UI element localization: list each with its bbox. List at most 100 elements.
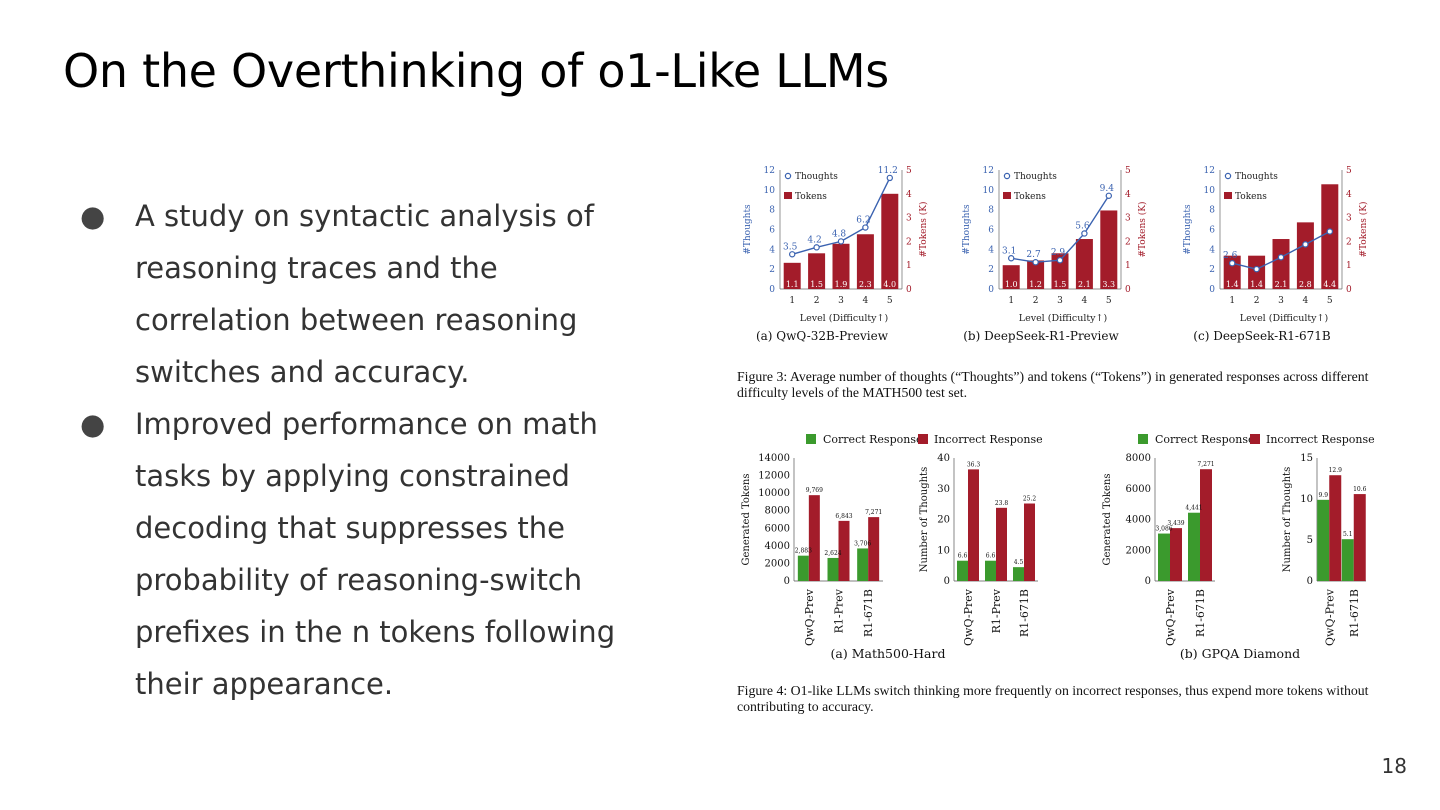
legend-tokens-swatch [1003, 192, 1011, 199]
y-tick-label: 6 [769, 226, 775, 236]
tokens-bar [1100, 210, 1118, 289]
thoughts-point [789, 251, 796, 258]
y2-tick-label: 5 [1125, 166, 1131, 176]
bar-value-label: 2.1 [1078, 280, 1091, 289]
y2-tick-label: 3 [1346, 214, 1352, 224]
y-tick-label: 30 [937, 484, 950, 495]
legend-label: Thoughts [795, 172, 838, 182]
thoughts-point [1302, 241, 1309, 248]
legend-label: Thoughts [1235, 172, 1278, 182]
y-tick-label: 8 [1209, 206, 1215, 216]
y-axis-title: #Thoughts [1183, 204, 1193, 255]
thoughts-point [1081, 230, 1088, 237]
incorrect-bar [1353, 494, 1366, 581]
y-tick-label: 0 [784, 576, 790, 587]
correct-bar [985, 560, 996, 581]
bar-value-label: 7,271 [865, 509, 882, 516]
slide-title: On the Overthinking of o1-Like LLMs [63, 44, 889, 98]
incorrect-bar [808, 495, 820, 581]
y-tick-label: 6 [1209, 226, 1215, 236]
y-tick-label: 2000 [765, 558, 790, 569]
thoughts-point [1105, 192, 1112, 199]
x-tick-label: 1 [1229, 296, 1235, 306]
y2-tick-label: 3 [906, 214, 912, 224]
line-value-label: 2.7 [1026, 250, 1041, 260]
tokens-bar [1051, 253, 1069, 289]
y2-tick-label: 0 [1346, 285, 1352, 295]
bullet-dot-icon: ● [80, 199, 106, 233]
bar-value-label: 1.4 [1250, 280, 1263, 289]
line-value-label: 5.6 [1075, 221, 1090, 231]
y-tick-label: 14000 [758, 453, 790, 464]
bar-value-label: 10.6 [1353, 486, 1367, 493]
line-value-label: 3.1 [1002, 246, 1016, 256]
x-tick-label: 3 [1278, 296, 1284, 306]
incorrect-bar [838, 520, 850, 581]
bar-value-label: 4,441 [1185, 505, 1202, 512]
y-tick-label: 8 [769, 206, 775, 216]
y-tick-label: 10 [764, 186, 776, 196]
bar-value-label: 2.3 [859, 280, 872, 289]
bullet-text: Improved performance on math tasks by ap… [135, 407, 616, 701]
x-tick-label: 3 [838, 296, 844, 306]
x-tick-label: 2 [1254, 296, 1260, 306]
x-tick-label: 4 [1303, 296, 1309, 306]
incorrect-bar [868, 517, 880, 581]
y-tick-label: 10 [983, 186, 995, 196]
y-axis-title: Number of Thoughts [919, 467, 930, 572]
bar-value-label: 4.5 [1014, 559, 1024, 566]
line-value-label: 4.8 [832, 229, 847, 239]
x-tick-label: QwQ-Prev [1164, 588, 1177, 646]
tokens-bar [1272, 239, 1290, 289]
correct-bar [857, 548, 869, 581]
y2-tick-label: 0 [906, 285, 912, 295]
x-tick-label: 3 [1057, 296, 1063, 306]
y-tick-label: 4000 [1126, 515, 1151, 526]
y-axis-title: Generated Tokens [741, 474, 752, 566]
y2-tick-label: 1 [906, 261, 912, 271]
x-tick-label: 1 [1008, 296, 1014, 306]
y-tick-label: 2000 [1126, 545, 1151, 556]
correct-bar [797, 555, 809, 581]
legend-correct-swatch [1138, 434, 1148, 444]
thoughts-point [1253, 265, 1260, 273]
line-value-label: 9.4 [1100, 184, 1115, 194]
bar-value-label: 23.8 [995, 500, 1009, 507]
bar-value-label: 1.1 [786, 280, 799, 289]
legend-incorrect-swatch [1250, 434, 1260, 444]
bar-value-label: 7,271 [1197, 461, 1214, 468]
y2-tick-label: 0 [1125, 285, 1131, 295]
bar-value-label: 2,624 [824, 550, 841, 557]
group-caption: (a) Math500-Hard [831, 646, 946, 661]
y2-tick-label: 1 [1346, 261, 1352, 271]
legend-label: Incorrect Response [1266, 433, 1375, 446]
bar-value-label: 6,843 [835, 513, 852, 520]
x-tick-label: R1-Prev [833, 588, 846, 633]
x-axis-title: Level (Difficulty↑) [1240, 313, 1328, 324]
tokens-bar [832, 243, 850, 289]
y-tick-label: 10 [937, 545, 950, 556]
y2-tick-label: 4 [1125, 190, 1131, 200]
bar-value-label: 3,706 [854, 540, 871, 547]
y2-tick-label: 4 [1346, 190, 1352, 200]
correct-bar [827, 557, 839, 581]
bar-value-label: 3.3 [1102, 280, 1115, 289]
x-tick-label: QwQ-Prev [1323, 588, 1336, 646]
line-value-label: 4.2 [807, 235, 821, 245]
bar-value-label: 1.0 [1005, 280, 1018, 289]
y-tick-label: 0 [1209, 285, 1215, 295]
y-tick-label: 4 [769, 245, 775, 255]
x-tick-label: R1-671B [862, 589, 875, 637]
y2-tick-label: 5 [1346, 166, 1352, 176]
figure4-caption: Figure 4: O1-like LLMs switch thinking m… [737, 683, 1369, 714]
correct-bar [1158, 533, 1170, 581]
x-tick-label: 5 [1327, 296, 1333, 306]
x-tick-label: 5 [1106, 296, 1112, 306]
subchart-caption: (c) DeepSeek-R1-671B [1193, 329, 1331, 343]
thoughts-point [813, 244, 820, 251]
y2-tick-label: 2 [906, 237, 912, 247]
legend-label: Thoughts [1014, 172, 1057, 182]
bar-value-label: 6.6 [986, 553, 996, 560]
x-tick-label: 5 [887, 296, 893, 306]
bar-value-label: 1.4 [1226, 280, 1239, 289]
